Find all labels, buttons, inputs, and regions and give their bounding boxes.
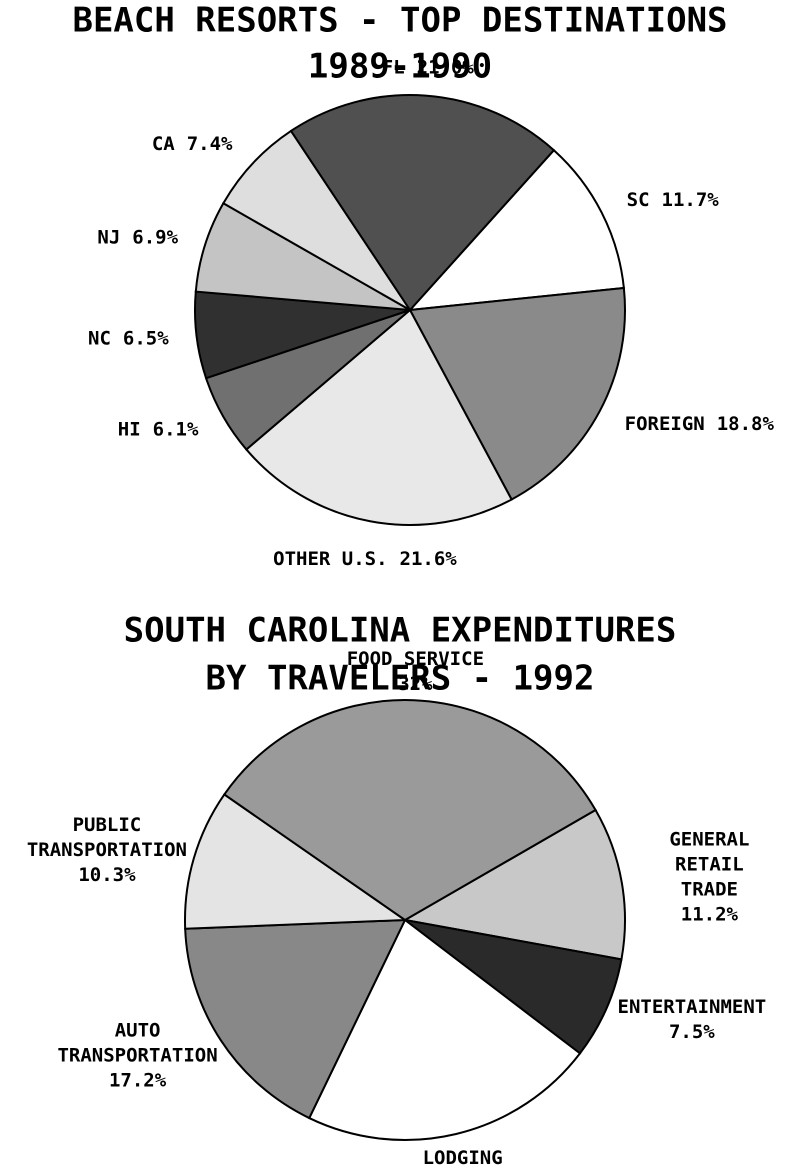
pie-slice bbox=[221, 129, 411, 311]
value-label: 7.5% bbox=[669, 1021, 715, 1043]
slice-label: GENERAL bbox=[669, 829, 749, 851]
slice-label: HI 6.1% bbox=[118, 418, 199, 440]
value-label: 21.6% bbox=[400, 547, 458, 569]
slice-label: RETAIL bbox=[675, 854, 744, 876]
slice-label: SC 11.7% bbox=[627, 188, 720, 210]
slice-label: FOREIGN 18.8% bbox=[625, 412, 775, 434]
pie-slice bbox=[307, 918, 582, 1141]
pie-slice bbox=[402, 808, 626, 961]
value-label: 7.4% bbox=[187, 133, 233, 155]
category-label: CA bbox=[152, 133, 175, 155]
value-label: 18.8% bbox=[717, 412, 775, 434]
category-label: OTHER U.S. bbox=[273, 547, 387, 569]
pie-slice bbox=[407, 148, 625, 312]
slice-label: TRANSPORTATION bbox=[27, 839, 187, 861]
value-label: 6.5% bbox=[123, 327, 169, 349]
slice-label: AUTO bbox=[115, 1019, 161, 1041]
category-label: SC bbox=[627, 188, 650, 210]
pie-slice bbox=[408, 286, 626, 501]
value-label: 11.7% bbox=[662, 188, 720, 210]
slice-label: ENTERTAINMENT bbox=[618, 996, 767, 1018]
pie-slice bbox=[184, 793, 409, 930]
pie-slice bbox=[222, 699, 597, 922]
slice-label: TRANSPORTATION bbox=[57, 1044, 217, 1066]
chart-title: BEACH RESORTS - TOP DESTINATIONS bbox=[72, 1, 727, 41]
pie-slice bbox=[244, 308, 513, 526]
slice-label: TRADE bbox=[681, 879, 738, 901]
category-label: FOREIGN bbox=[625, 412, 705, 434]
pie-slice bbox=[404, 919, 623, 1055]
value-label: 6.9% bbox=[132, 226, 178, 248]
slice-label: NJ 6.9% bbox=[97, 226, 178, 248]
category-label: NJ bbox=[97, 226, 120, 248]
slice-label: PUBLIC bbox=[73, 814, 142, 836]
slice-label: FL 21.0% bbox=[382, 56, 475, 78]
category-label: FL bbox=[382, 56, 405, 78]
slice-label: CA 7.4% bbox=[152, 133, 233, 155]
slice-label: FOOD SERVICE bbox=[347, 648, 484, 670]
pie-slice bbox=[289, 94, 556, 312]
slice-label: NC 6.5% bbox=[88, 327, 169, 349]
value-label: 32% bbox=[398, 673, 433, 695]
chart-title: 1989-1990 bbox=[308, 47, 492, 87]
value-label: 11.2% bbox=[681, 904, 739, 926]
chart-title: SOUTH CAROLINA EXPENDITURES bbox=[124, 611, 677, 651]
category-label: NC bbox=[88, 327, 111, 349]
slice-label: OTHER U.S. 21.6% bbox=[273, 547, 457, 569]
slice-label: LODGING bbox=[423, 1147, 503, 1169]
value-label: 21.0% bbox=[417, 56, 475, 78]
chart-title: BY TRAVELERS - 1992 bbox=[206, 659, 595, 699]
value-label: 10.3% bbox=[78, 864, 136, 886]
pie-slice bbox=[184, 918, 407, 1120]
value-label: 6.1% bbox=[153, 418, 199, 440]
value-label: 17.2% bbox=[109, 1069, 167, 1091]
category-label: HI bbox=[118, 418, 141, 440]
